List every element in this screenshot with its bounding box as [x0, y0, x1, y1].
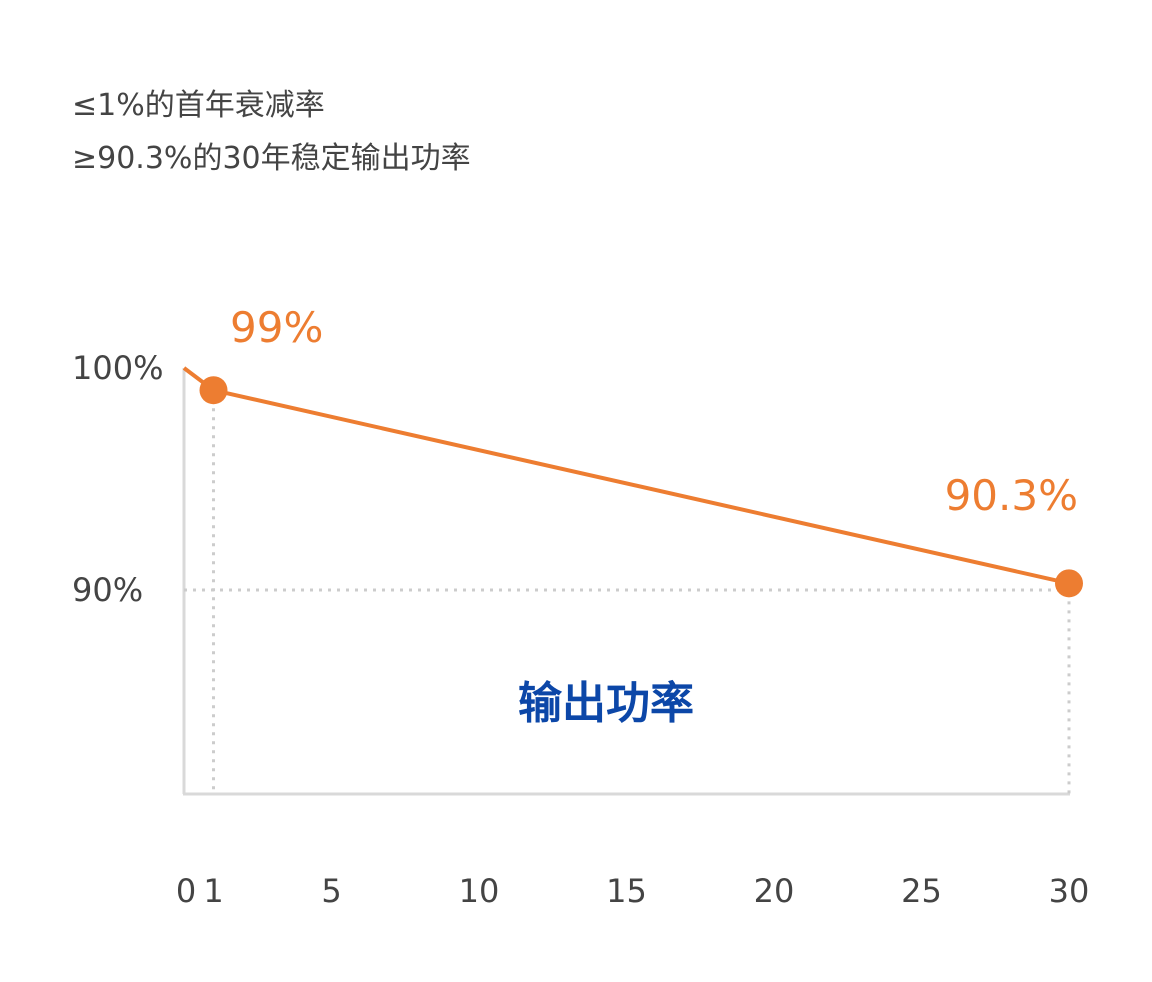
data-label-0: 99%	[230, 303, 323, 352]
area-label: 输出功率	[518, 678, 694, 729]
data-label-1: 90.3%	[945, 471, 1078, 520]
x-tick-label-5: 20	[754, 872, 795, 910]
series-line	[182, 366, 1070, 586]
y-tick-label-1: 90%	[72, 571, 143, 609]
x-tick-label-7: 30	[1049, 872, 1090, 910]
y-tick-labels: 100% 90%	[72, 349, 163, 609]
data-markers: 99% 90.3%	[199, 303, 1083, 598]
marker-point-1	[1055, 569, 1083, 598]
x-tick-labels: 0 1 5 10 15 20 25 30	[176, 872, 1090, 910]
x-tick-label-2: 5	[321, 872, 341, 910]
headline-30-year-output: ≥90.3%的30年稳定输出功率	[72, 141, 471, 176]
x-tick-label-1: 1	[203, 872, 223, 910]
x-tick-label-0: 0	[176, 872, 196, 910]
x-tick-label-3: 10	[459, 872, 500, 910]
marker-point-0	[199, 376, 228, 405]
guide-lines	[184, 390, 1071, 794]
x-tick-label-6: 25	[901, 872, 942, 910]
y-tick-label-0: 100%	[72, 349, 163, 387]
x-tick-label-4: 15	[606, 872, 647, 910]
headline-first-year-degradation: ≤1%的首年衰减率	[72, 88, 325, 123]
series-output	[182, 366, 1070, 586]
